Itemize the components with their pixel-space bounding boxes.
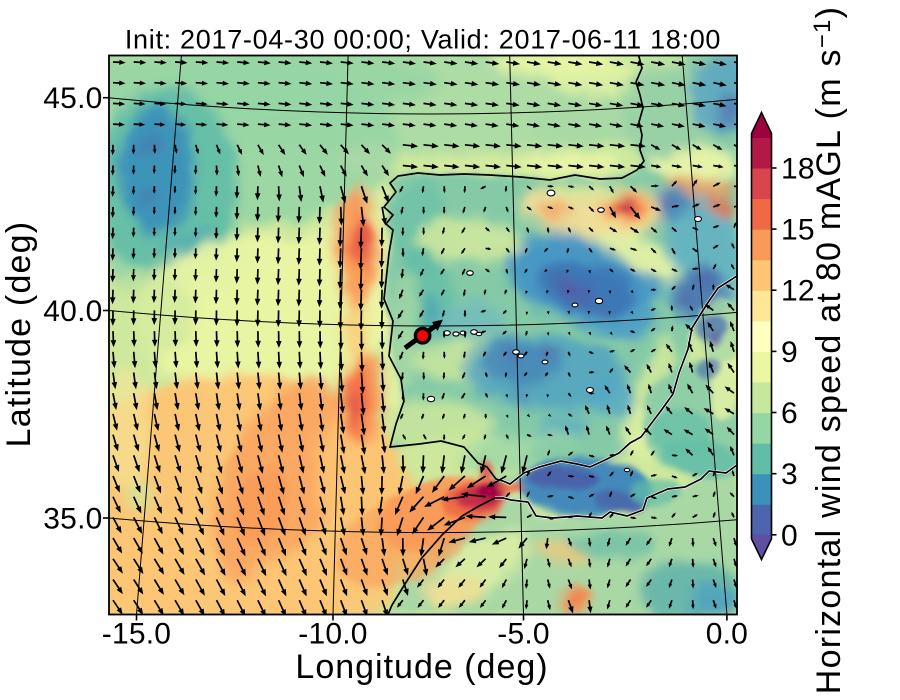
svg-text:Init: 2017-04-30 00:00; Valid:: Init: 2017-04-30 00:00; Valid: 2017-06-1…	[125, 25, 721, 55]
svg-text:45.0: 45.0	[43, 82, 102, 115]
svg-text:-15.0: -15.0	[102, 618, 171, 651]
svg-text:40.0: 40.0	[43, 295, 102, 328]
svg-text:35.0: 35.0	[43, 503, 102, 536]
svg-text:3: 3	[781, 458, 798, 491]
svg-text:12: 12	[781, 275, 815, 308]
svg-text:15: 15	[781, 214, 815, 247]
svg-text:Latitude (deg): Latitude (deg)	[0, 221, 38, 448]
svg-text:-5.0: -5.0	[497, 618, 550, 651]
svg-text:6: 6	[781, 397, 798, 430]
svg-text:Horizontal wind speed at 80 mA: Horizontal wind speed at 80 mAGL (m s−1)	[809, 6, 848, 694]
svg-text:-10.0: -10.0	[298, 618, 367, 651]
svg-text:Longitude (deg): Longitude (deg)	[295, 648, 548, 686]
svg-text:18: 18	[781, 153, 815, 186]
svg-text:0.0: 0.0	[706, 618, 748, 651]
svg-text:9: 9	[781, 336, 798, 369]
svg-text:0: 0	[781, 519, 798, 552]
